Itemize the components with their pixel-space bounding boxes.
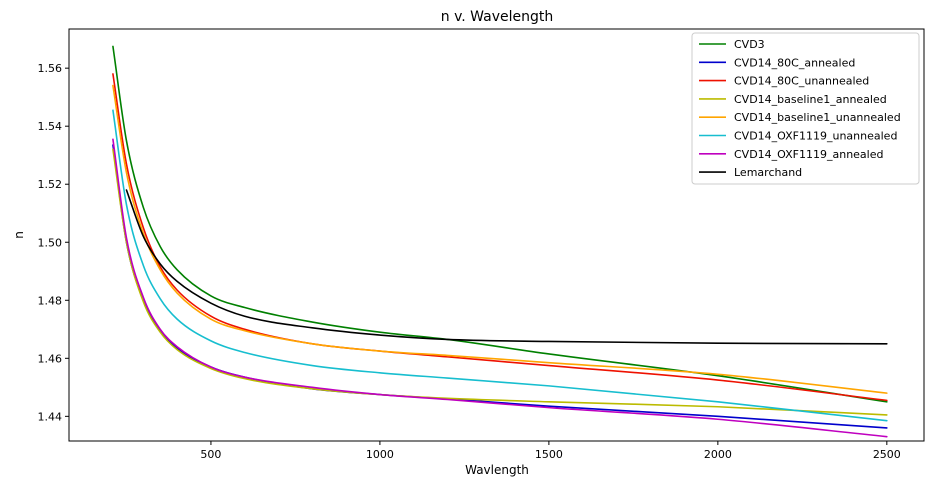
x-tick-label: 2000 xyxy=(704,448,732,461)
legend-label: CVD3 xyxy=(734,38,765,51)
chart-title: n v. Wavelength xyxy=(441,9,553,25)
axes-frame xyxy=(68,28,925,442)
y-tick-label: 1.48 xyxy=(38,294,63,307)
legend-items: CVD3 CVD14_80C_annealed CVD14_80C_unanneal… xyxy=(699,38,901,179)
series-lines xyxy=(112,45,888,438)
legend-label: Lemarchand xyxy=(734,166,802,179)
x-tick-label: 500 xyxy=(200,448,221,461)
y-axis: 1.44 1.46 1.48 1.50 1.52 1.54 1.56 xyxy=(38,62,69,423)
legend-label: CVD14_baseline1_unannealed xyxy=(734,111,901,124)
y-tick-label: 1.46 xyxy=(38,352,63,365)
legend: CVD3 CVD14_80C_annealed CVD14_80C_unanneal… xyxy=(691,32,920,185)
y-tick-label: 1.44 xyxy=(38,410,63,423)
x-tick-label: 1000 xyxy=(366,448,394,461)
y-tick-label: 1.52 xyxy=(38,178,63,191)
series-line-lemarchand xyxy=(125,189,888,345)
series-line-cvd14-oxf1119-unannealed xyxy=(112,109,888,422)
series-line-cvd14-oxf1119-annealed xyxy=(112,138,888,438)
y-tick-label: 1.50 xyxy=(38,236,63,249)
x-tick-label: 1500 xyxy=(535,448,563,461)
series-line-cvd14-baseline1-annealed xyxy=(112,148,888,416)
series-line-cvd3 xyxy=(112,45,888,403)
x-axis-label: Wavlength xyxy=(465,463,529,477)
plot-area: 500 1000 1500 2000 2500 1.44 1.46 1.48 1.50 1.52… xyxy=(38,28,925,461)
legend-label: CVD14_baseline1_annealed xyxy=(734,93,887,106)
legend-box xyxy=(691,32,920,185)
y-axis-label: n xyxy=(12,231,26,239)
y-tick-label: 1.56 xyxy=(38,62,63,75)
x-axis: 500 1000 1500 2000 2500 xyxy=(200,441,901,461)
legend-label: CVD14_80C_annealed xyxy=(734,56,855,69)
y-tick-label: 1.54 xyxy=(38,120,63,133)
x-tick-label: 2500 xyxy=(873,448,901,461)
legend-label: CVD14_OXF1119_unannealed xyxy=(734,130,897,143)
legend-label: CVD14_80C_unannealed xyxy=(734,75,869,88)
legend-label: CVD14_OXF1119_annealed xyxy=(734,148,883,161)
series-line-cvd14-baseline1-unannealed xyxy=(112,84,888,394)
